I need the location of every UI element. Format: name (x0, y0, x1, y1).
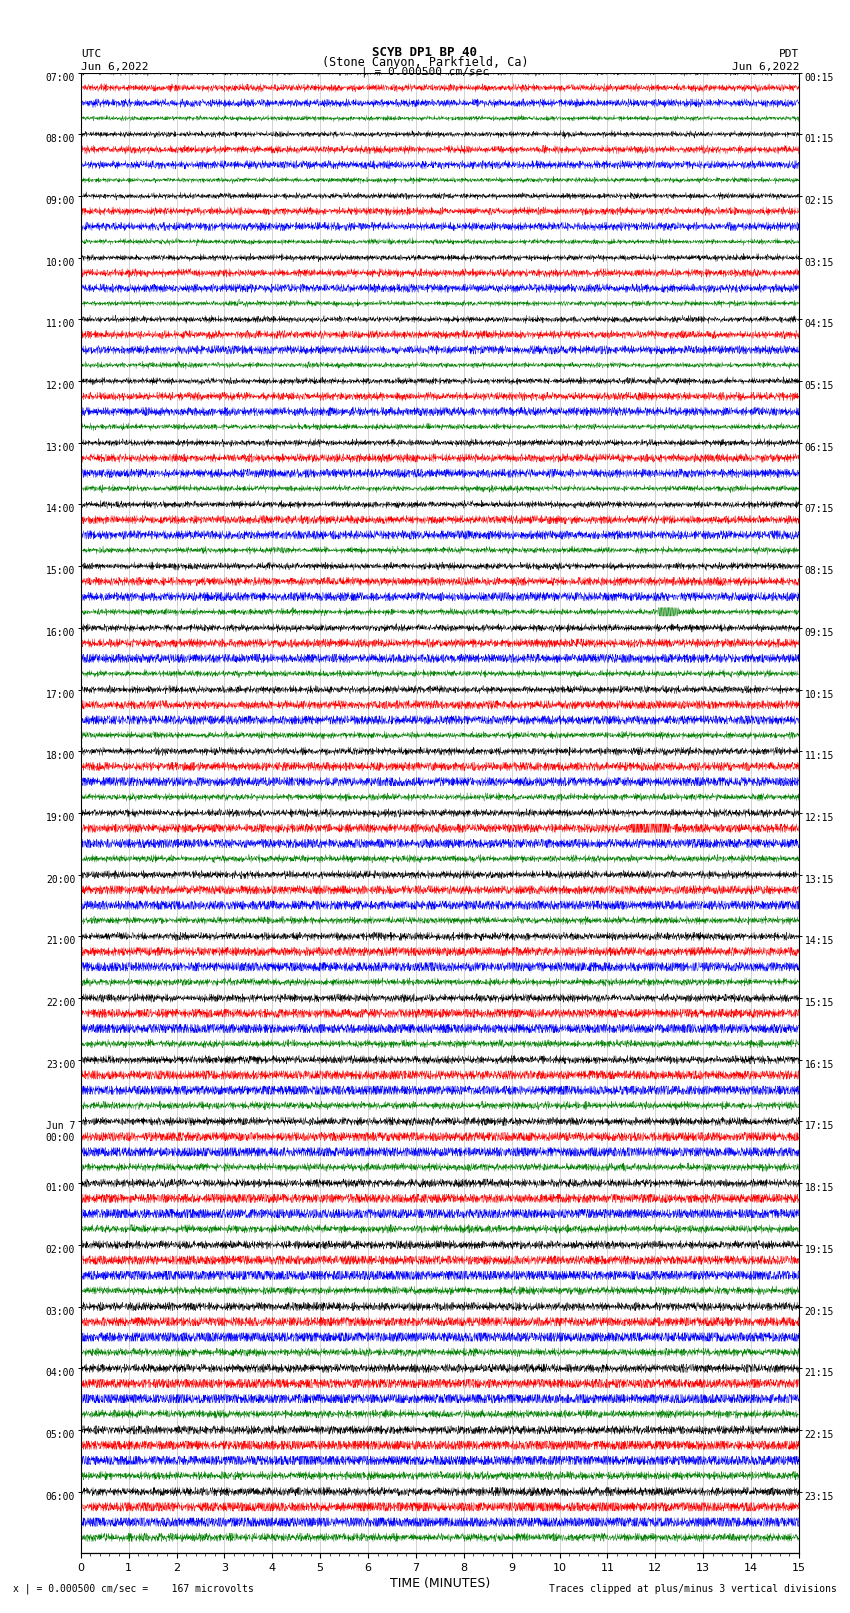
Text: (Stone Canyon, Parkfield, Ca): (Stone Canyon, Parkfield, Ca) (321, 55, 529, 69)
X-axis label: TIME (MINUTES): TIME (MINUTES) (390, 1578, 490, 1590)
Text: Jun 6,2022: Jun 6,2022 (81, 61, 148, 71)
Text: x | = 0.000500 cm/sec =    167 microvolts: x | = 0.000500 cm/sec = 167 microvolts (13, 1582, 253, 1594)
Text: | = 0.000500 cm/sec: | = 0.000500 cm/sec (361, 66, 489, 77)
Text: Traces clipped at plus/minus 3 vertical divisions: Traces clipped at plus/minus 3 vertical … (549, 1584, 837, 1594)
Text: UTC: UTC (81, 48, 101, 58)
Text: PDT: PDT (779, 48, 799, 58)
Text: SCYB DP1 BP 40: SCYB DP1 BP 40 (372, 45, 478, 58)
Text: Jun 6,2022: Jun 6,2022 (732, 61, 799, 71)
